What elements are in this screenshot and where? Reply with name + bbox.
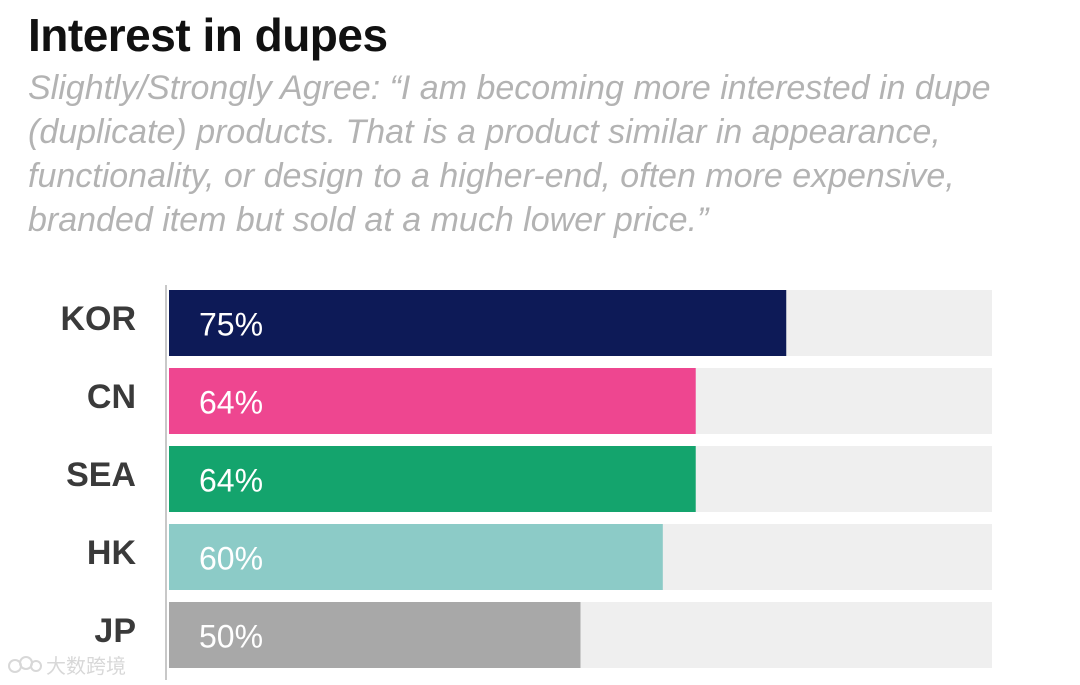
watermark-logo-icon	[8, 655, 42, 673]
bar-hk	[169, 524, 663, 590]
value-label-sea: 64%	[199, 462, 263, 498]
value-label-cn: 64%	[199, 384, 263, 420]
bar-kor	[169, 290, 787, 356]
bar-jp	[169, 602, 581, 668]
bar-sea	[169, 446, 696, 512]
value-label-hk: 60%	[199, 540, 263, 576]
watermark-text: 大数跨境	[46, 654, 126, 678]
value-label-jp: 50%	[199, 618, 263, 654]
bars-group: KOR 75% CN 64% SEA 64% HK 60% JP 50%	[60, 290, 992, 668]
chart-subtitle: Slightly/Strongly Agree: “I am becoming …	[28, 69, 991, 239]
category-label-cn: CN	[87, 378, 136, 416]
watermark: 大数跨境	[8, 650, 126, 679]
chart-title: Interest in dupes	[28, 9, 388, 61]
category-label-hk: HK	[87, 534, 137, 572]
category-label-jp: JP	[94, 612, 136, 650]
value-label-kor: 75%	[199, 306, 263, 342]
category-label-sea: SEA	[66, 456, 136, 494]
category-label-kor: KOR	[60, 300, 136, 338]
bar-cn	[169, 368, 696, 434]
